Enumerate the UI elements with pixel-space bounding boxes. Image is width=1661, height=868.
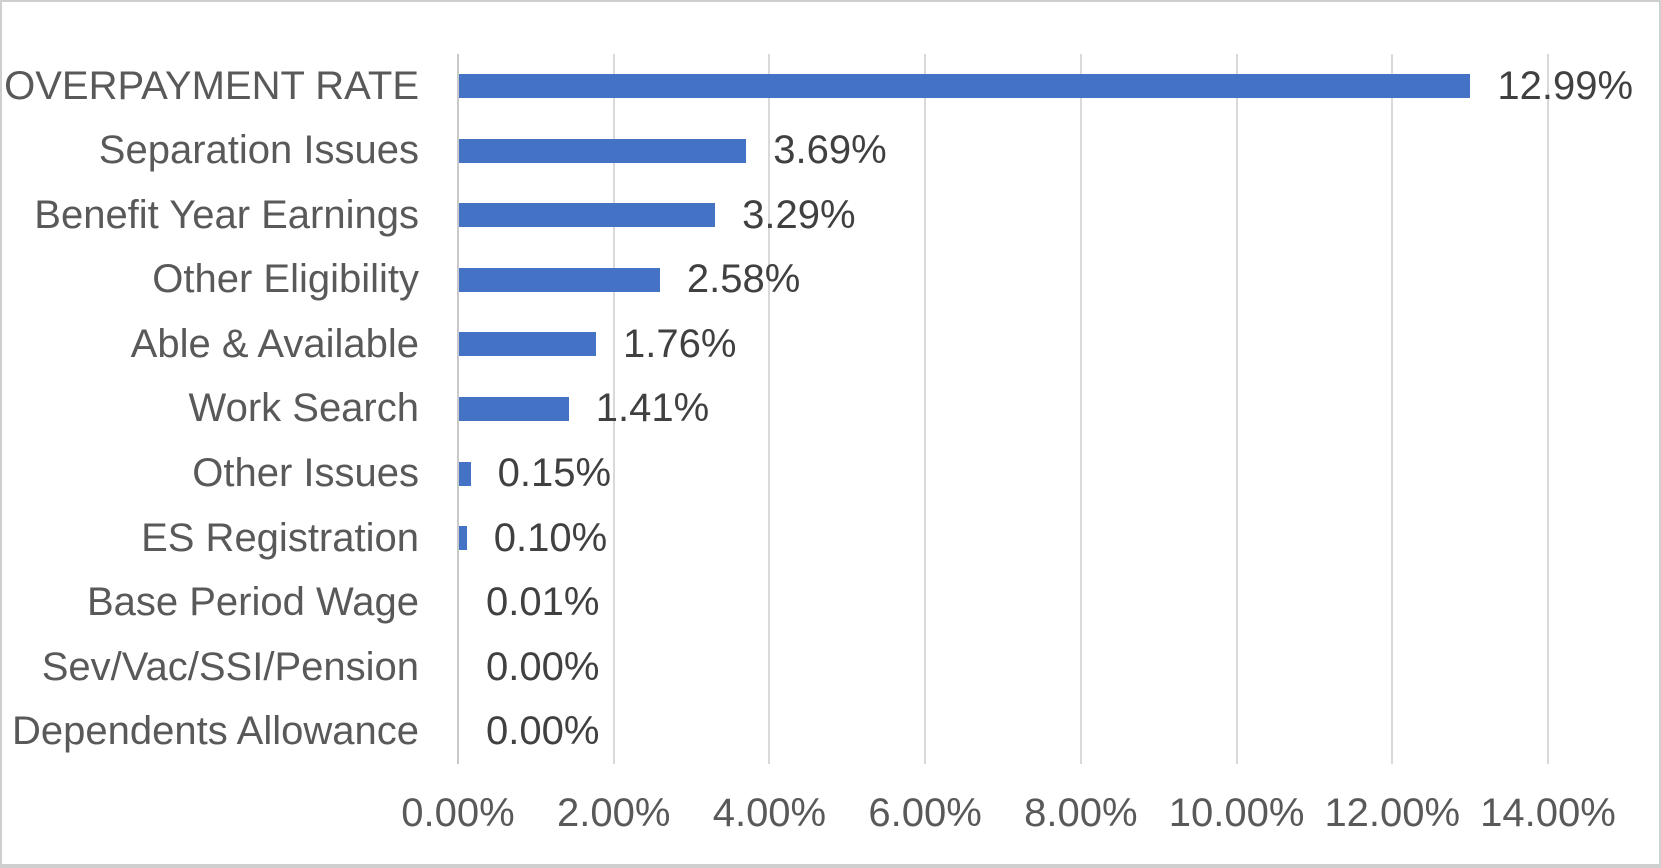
x-axis-tick-label: 10.00% bbox=[1168, 791, 1305, 835]
value-label: 0.10% bbox=[493, 515, 608, 560]
category-label: Benefit Year Earnings bbox=[34, 192, 419, 237]
value-label: 0.01% bbox=[486, 580, 600, 625]
gridline bbox=[1547, 54, 1549, 764]
x-axis-tick-label: 12.00% bbox=[1324, 791, 1461, 835]
bar bbox=[459, 526, 467, 551]
gridline bbox=[1235, 54, 1238, 764]
x-axis-tick-label: 4.00% bbox=[712, 791, 827, 835]
gridline bbox=[1391, 54, 1394, 764]
y-axis-line bbox=[457, 54, 459, 764]
category-label: Work Search bbox=[188, 386, 419, 431]
value-label: 0.15% bbox=[497, 451, 612, 496]
category-label: Base Period Wage bbox=[86, 580, 419, 625]
value-label: 1.76% bbox=[623, 321, 737, 366]
x-axis-tick-label: 6.00% bbox=[868, 791, 982, 835]
bar bbox=[459, 397, 569, 421]
category-label: Separation Issues bbox=[98, 128, 419, 173]
bar bbox=[459, 74, 1471, 99]
category-label: Other Eligibility bbox=[152, 257, 419, 302]
value-label: 3.29% bbox=[742, 192, 856, 237]
x-axis-tick-label: 2.00% bbox=[556, 791, 671, 835]
gridline bbox=[768, 54, 771, 764]
value-label: 0.00% bbox=[486, 709, 600, 754]
bar bbox=[459, 267, 660, 292]
x-axis-tick-label: 8.00% bbox=[1024, 791, 1138, 835]
gridline bbox=[1079, 54, 1082, 764]
x-axis-tick-label: 14.00% bbox=[1480, 791, 1616, 835]
category-label: Dependents Allowance bbox=[12, 709, 419, 754]
value-label: 12.99% bbox=[1497, 63, 1634, 108]
bar bbox=[459, 203, 716, 228]
x-axis-tick-label: 0.00% bbox=[401, 791, 515, 835]
category-label: ES Registration bbox=[141, 515, 419, 560]
gridline bbox=[612, 54, 615, 764]
bar bbox=[459, 138, 747, 163]
gridline bbox=[924, 54, 927, 764]
plot-area bbox=[457, 54, 1549, 764]
bar bbox=[459, 332, 597, 357]
value-label: 3.69% bbox=[773, 128, 887, 173]
category-label: Other Issues bbox=[192, 451, 419, 496]
category-label: Sev/Vac/SSI/Pension bbox=[41, 644, 419, 689]
value-label: 0.00% bbox=[486, 644, 600, 689]
category-label: Able & Available bbox=[130, 321, 419, 366]
category-label: OVERPAYMENT RATE bbox=[4, 63, 419, 108]
value-label: 1.41% bbox=[595, 386, 710, 431]
bar bbox=[459, 461, 471, 486]
value-label: 2.58% bbox=[686, 257, 801, 302]
